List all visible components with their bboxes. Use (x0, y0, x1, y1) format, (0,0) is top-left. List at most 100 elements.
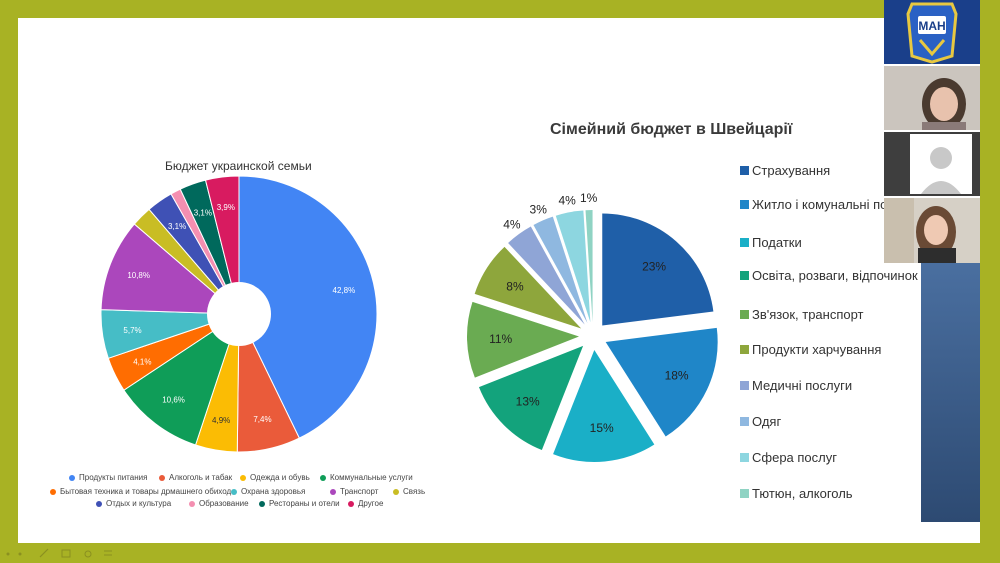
legend-item: Житло і комунальні послуги (740, 197, 930, 212)
slice-label: 3,1% (194, 209, 212, 218)
legend-label: Освіта, розваги, відпочинок (752, 268, 918, 283)
pie-slice (553, 349, 655, 462)
legend-label: Другое (358, 499, 384, 508)
legend-item: Транспорт (330, 487, 378, 496)
legend-label: Житло і комунальні послуги (752, 197, 920, 212)
donut-slice (204, 175, 240, 315)
slice-label: 8% (506, 279, 524, 293)
chart1-title: Бюджет украинской семьи (165, 159, 312, 173)
slice-label: 23% (642, 260, 666, 274)
legend-swatch (240, 474, 246, 481)
legend-item: Алкоголь и табак (159, 473, 232, 482)
video-participants-strip: МАН (884, 0, 980, 263)
legend-label: Коммунальные услуги (330, 473, 413, 482)
user-avatar-icon (884, 132, 980, 196)
slice-label: 1% (580, 191, 598, 205)
legend-item: Продукты питания (69, 473, 147, 482)
pie-slice (478, 345, 584, 451)
participant-tile-2[interactable] (884, 198, 980, 263)
legend-item: Тютюн, алкоголь (740, 486, 930, 501)
slice-label: 4,1% (133, 357, 151, 366)
slice-label: 11% (489, 332, 512, 346)
legend-label: Рестораны и отели (269, 499, 340, 508)
slice-label: 10,6% (162, 395, 185, 404)
legend-swatch (189, 500, 195, 507)
participant-tile-avatar[interactable] (884, 132, 980, 196)
legend-swatch (96, 500, 102, 507)
legend-item: Бытовая техника и товары дрмашнего обихо… (50, 487, 236, 496)
legend-label: Связь (403, 487, 426, 496)
slice-label: 4,9% (212, 416, 230, 425)
legend-label: Охрана здоровья (241, 487, 306, 496)
legend-label: Бытовая техника и товары дрмашнего обихо… (60, 487, 236, 496)
legend-item: Образование (189, 499, 249, 508)
participant-tile-logo[interactable]: МАН (884, 0, 980, 64)
legend-swatch (50, 488, 56, 495)
slice-label: 5,7% (123, 326, 141, 335)
legend-swatch (740, 310, 749, 319)
pie-slice (508, 226, 585, 325)
legend-swatch (231, 488, 237, 495)
legend-label: Продукти харчування (752, 342, 882, 357)
legend-swatch (740, 271, 749, 280)
slice-label: 10,8% (127, 271, 150, 280)
participant-video-icon (884, 66, 980, 130)
donut-slice (123, 312, 240, 446)
side-panel-strip (921, 263, 980, 522)
legend-swatch (159, 474, 165, 481)
crest-logo-icon: МАН (884, 0, 980, 64)
pie-slice (585, 210, 593, 323)
legend-item: Освіта, розваги, відпочинок (740, 268, 930, 283)
slice-label: 3,1% (168, 222, 186, 231)
legend-swatch (740, 200, 749, 209)
legend-label: Образование (199, 499, 249, 508)
legend-label: Медичні послуги (752, 378, 853, 393)
slice-label: 3% (530, 202, 548, 216)
pie-slice (467, 301, 580, 378)
presentation-slide: Бюджет украинской семьи 42,8% 7,4% 4,9% 10,… (18, 18, 980, 543)
legend-item: Сфера послуг (740, 450, 930, 465)
legend-label: Одяг (752, 414, 782, 429)
legend-swatch (330, 488, 336, 495)
legend-label: Одежда и обувь (250, 473, 310, 482)
legend-item: Рестораны и отели (259, 499, 340, 508)
legend-label: Алкоголь и табак (169, 473, 233, 482)
slice-label: 4% (558, 193, 576, 207)
legend-swatch (320, 474, 326, 481)
legend-swatch (740, 166, 749, 175)
donut-slice (238, 175, 378, 439)
slice-label: 18% (665, 368, 689, 382)
legend-label: Отдых и культура (106, 499, 172, 508)
legend-item: Одяг (740, 414, 930, 429)
legend-swatch (740, 489, 749, 498)
slice-label: 4% (503, 217, 521, 231)
legend-label: Транспорт (340, 487, 379, 496)
legend-label: Страхування (752, 163, 831, 178)
pie-slice (533, 216, 588, 324)
ukraine-donut-chart: 42,8% 7,4% 4,9% 10,6% 4,1% 5,7% 10,8% 3,1% 3,1% 3… (100, 175, 378, 453)
legend-swatch (259, 500, 265, 507)
legend-swatch (740, 238, 749, 247)
legend-swatch (69, 474, 75, 481)
participant-tile-1[interactable] (884, 66, 980, 130)
legend-item: Зв'язок, транспорт (740, 307, 930, 322)
slice-label: 15% (590, 421, 614, 435)
legend-swatch (740, 345, 749, 354)
legend-item: Связь (393, 487, 425, 496)
pie-slice (602, 213, 714, 326)
pie-slice (474, 246, 582, 329)
legend-item: Другое (348, 499, 383, 508)
legend-swatch (740, 453, 749, 462)
slice-label: 7,4% (253, 415, 271, 424)
legend-label: Продукты питания (79, 473, 148, 482)
legend-item: Одежда и обувь (240, 473, 310, 482)
slice-label: 3,9% (217, 203, 235, 212)
legend-label: Сфера послуг (752, 450, 837, 465)
bottom-toolbar[interactable] (0, 543, 140, 563)
legend-item: Податки (740, 235, 930, 250)
legend-swatch (740, 381, 749, 390)
legend-label: Зв'язок, транспорт (752, 307, 864, 322)
pie-slice (555, 210, 591, 323)
donut-slice (100, 223, 241, 315)
legend-item: Медичні послуги (740, 378, 930, 393)
